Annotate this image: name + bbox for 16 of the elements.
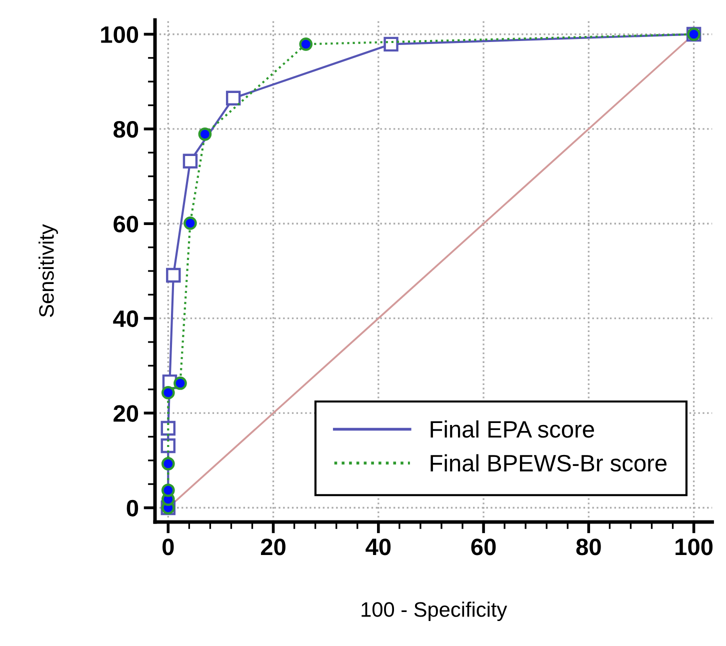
y-tick-label: 100 bbox=[101, 26, 138, 44]
x-tick-label: 0 bbox=[162, 538, 174, 556]
x-tick-label: 80 bbox=[576, 538, 601, 556]
legend-label: Final EPA score bbox=[430, 420, 594, 438]
x-tick-label: 20 bbox=[260, 538, 286, 556]
x-tick-label: 60 bbox=[471, 538, 496, 556]
x-tick-label: 40 bbox=[366, 538, 391, 556]
y-tick-label: 0 bbox=[126, 500, 138, 517]
legend-label: Final BPEWS-Br score bbox=[430, 454, 667, 472]
y-tick-label: 80 bbox=[114, 121, 138, 138]
x-axis-title: 100 - Specificity bbox=[362, 602, 508, 622]
y-tick-label: 40 bbox=[113, 310, 138, 328]
x-tick-label: 100 bbox=[676, 538, 713, 556]
y-tick-label: 60 bbox=[114, 216, 138, 232]
y-axis-title: Sensitivity bbox=[38, 224, 58, 317]
y-tick-label: 20 bbox=[114, 405, 138, 422]
